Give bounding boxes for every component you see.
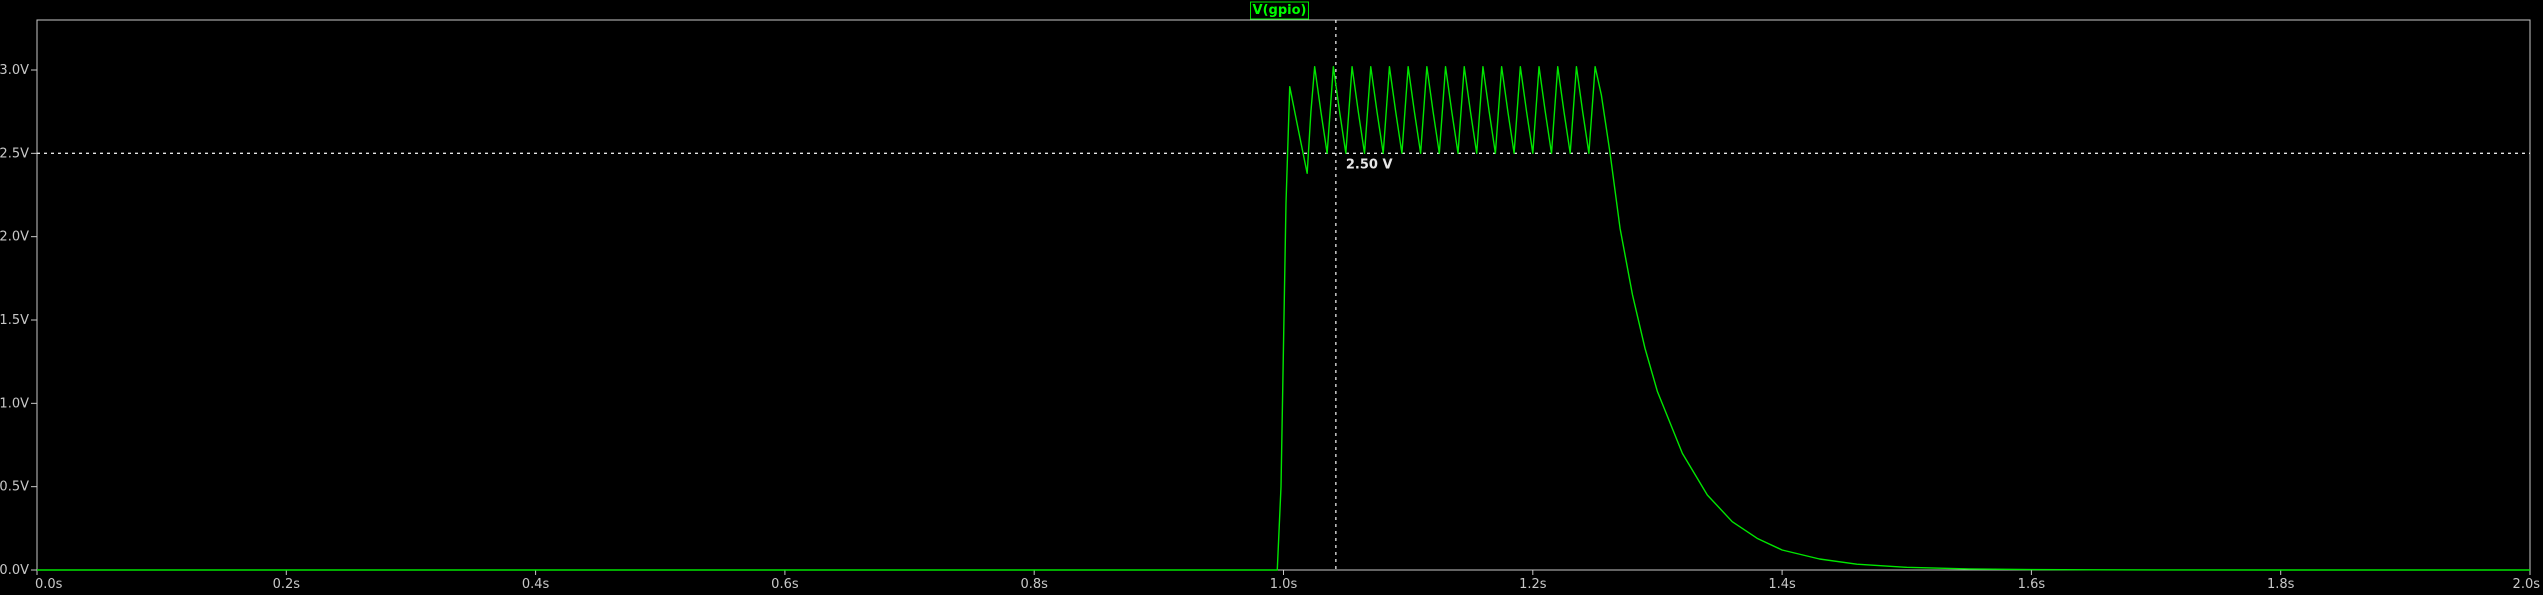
cursor-value-label: 2.50 V bbox=[1346, 157, 1393, 172]
y-axis: 0.0V 0.5V 1.0V 1.5V 2.0V 2.5V 3.0V bbox=[0, 63, 37, 578]
y-tick-label: 3.0V bbox=[0, 63, 29, 78]
y-tick-label: 0.5V bbox=[0, 480, 29, 495]
trace-v-gpio[interactable] bbox=[37, 65, 2530, 571]
y-tick-label: 1.5V bbox=[0, 313, 29, 328]
x-tick-label: 0.8s bbox=[1020, 577, 1048, 592]
y-tick-label: 2.0V bbox=[0, 230, 29, 245]
y-tick-label: 2.5V bbox=[0, 146, 29, 161]
x-tick-label: 1.4s bbox=[1768, 577, 1796, 592]
trace-title-group[interactable]: V(gpio) bbox=[1250, 1, 1309, 20]
measurement-cursor[interactable]: 2.50 V bbox=[37, 20, 2530, 570]
x-tick-label: 1.8s bbox=[2267, 577, 2295, 592]
x-tick-label: 1.2s bbox=[1519, 577, 1547, 592]
x-axis: 0.0s 0.2s 0.4s 0.6s 0.8s 1.0s 1.2s 1.4s 1.6s 1.8s… bbox=[35, 570, 2540, 592]
y-tick-label: 1.0V bbox=[0, 396, 29, 411]
series-line-0[interactable] bbox=[37, 65, 2530, 571]
x-tick-label: 0.0s bbox=[35, 577, 63, 592]
x-tick-label: 1.0s bbox=[1270, 577, 1298, 592]
y-tick-label: 0.0V bbox=[0, 563, 29, 578]
trace-title-box bbox=[1250, 1, 1309, 20]
trace-title[interactable]: V(gpio) bbox=[1253, 3, 1307, 18]
x-tick-label: 0.6s bbox=[771, 577, 799, 592]
x-tick-label: 1.6s bbox=[2018, 577, 2046, 592]
x-tick-label: 2.0s bbox=[2513, 577, 2541, 592]
x-tick-label: 0.4s bbox=[522, 577, 550, 592]
x-tick-label: 0.2s bbox=[273, 577, 301, 592]
